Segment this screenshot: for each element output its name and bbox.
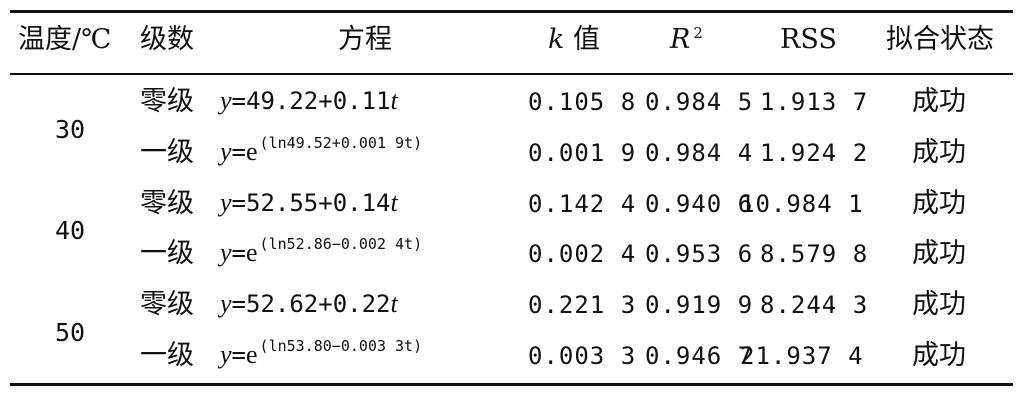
header-order: 级数: [140, 24, 194, 55]
row-rss: 8.244 3: [760, 291, 869, 319]
equation-exponent: (ln49.52+0.001 9t): [259, 134, 423, 152]
row-r-squared: 0.919 9: [645, 291, 754, 319]
equation-time-variable: t: [390, 188, 398, 217]
row-k-value: 0.221 3: [528, 291, 637, 319]
row-fit-status: 成功: [912, 188, 966, 219]
row-rss: 1.913 7: [760, 88, 869, 116]
group-temperature: 30: [55, 115, 86, 144]
row-r-squared: 0.953 6: [645, 240, 754, 268]
row-k-value: 0.001 9: [528, 139, 637, 167]
equation-variable: y: [220, 238, 232, 267]
row-k-value: 0.003 3: [528, 342, 637, 370]
equation-time-variable: t: [390, 86, 398, 115]
row-r-squared: 0.940 6: [645, 190, 754, 218]
table-top-rule: [10, 10, 1013, 13]
group-temperature: 50: [55, 318, 86, 347]
equation-variable: y: [220, 137, 232, 166]
equation-variable: y: [220, 289, 232, 318]
header-r-base: R: [670, 24, 691, 55]
row-fit-status: 成功: [912, 340, 966, 371]
equation-body: =: [231, 138, 246, 166]
header-equation: 方程: [338, 24, 392, 55]
row-equation: y=e (ln52.86−0.002 4t): [220, 237, 422, 267]
row-equation: y=52.55+0.14t: [220, 190, 398, 216]
header-k-value: k 值: [548, 26, 600, 53]
row-rss: 8.579 8: [760, 240, 869, 268]
row-r-squared: 0.984 4: [645, 139, 754, 167]
equation-exponent: (ln53.80−0.003 3t): [259, 337, 423, 355]
equation-exponent: (ln52.86−0.002 4t): [259, 235, 423, 253]
row-r-squared: 0.984 5: [645, 88, 754, 116]
row-order: 一级: [140, 340, 194, 371]
row-order: 零级: [140, 188, 194, 219]
equation-body: =52.55+0.14: [231, 189, 391, 217]
equation-body: =52.62+0.22: [231, 290, 391, 318]
row-order: 零级: [140, 86, 194, 117]
header-k-suffix: 值: [572, 24, 600, 55]
equation-exp-base: e: [246, 238, 258, 267]
row-k-value: 0.002 4: [528, 240, 637, 268]
equation-exp-base: e: [246, 137, 258, 166]
table-header-rule: [10, 73, 1013, 75]
equation-variable: y: [220, 188, 232, 217]
row-fit-status: 成功: [912, 137, 966, 168]
row-equation: y=e (ln49.52+0.001 9t): [220, 136, 422, 166]
row-equation: y=e (ln53.80−0.003 3t): [220, 339, 422, 369]
header-fit-status: 拟合状态: [886, 24, 994, 55]
row-order: 零级: [140, 289, 194, 320]
row-r-squared: 0.946 7: [645, 342, 754, 370]
header-rss: RSS: [780, 24, 837, 55]
header-temperature: 温度/℃: [18, 24, 112, 55]
row-equation: y=52.62+0.22t: [220, 291, 398, 317]
table-bottom-rule: [10, 383, 1013, 386]
header-r-exp: 2: [693, 24, 703, 42]
row-order: 一级: [140, 137, 194, 168]
group-temperature: 40: [55, 216, 86, 245]
row-fit-status: 成功: [912, 289, 966, 320]
header-k-var: k: [548, 24, 565, 55]
equation-body: =49.22+0.11: [231, 87, 391, 115]
row-rss: 10.984 1: [740, 190, 864, 218]
equation-variable: y: [220, 340, 232, 369]
equation-body: =: [231, 341, 246, 369]
row-fit-status: 成功: [912, 238, 966, 269]
equation-variable: y: [220, 86, 232, 115]
equation-exp-base: e: [246, 340, 258, 369]
row-order: 一级: [140, 238, 194, 269]
row-k-value: 0.142 4: [528, 190, 637, 218]
row-equation: y=49.22+0.11t: [220, 88, 398, 114]
row-fit-status: 成功: [912, 86, 966, 117]
equation-body: =: [231, 239, 246, 267]
row-rss: 21.937 4: [740, 342, 864, 370]
row-rss: 1.924 2: [760, 139, 869, 167]
equation-time-variable: t: [390, 289, 398, 318]
row-k-value: 0.105 8: [528, 88, 637, 116]
